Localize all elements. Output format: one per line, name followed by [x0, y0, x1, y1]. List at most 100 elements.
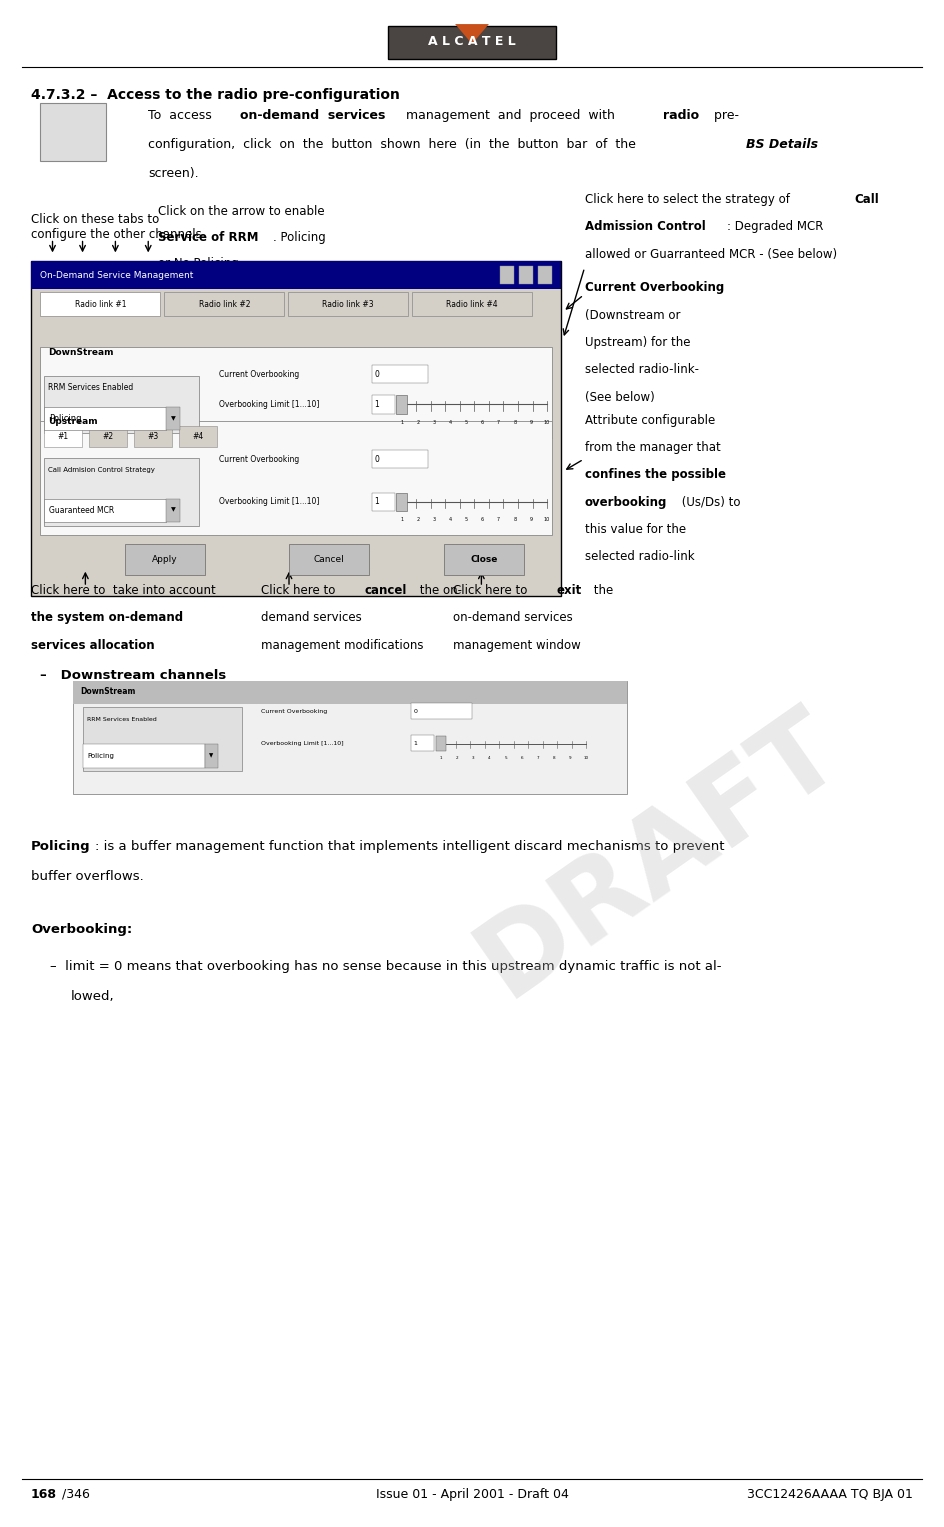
- Text: management  and  proceed  with: management and proceed with: [397, 110, 623, 122]
- Text: DownStream: DownStream: [80, 687, 136, 696]
- Text: pre-: pre-: [706, 110, 738, 122]
- Text: (Downstream or: (Downstream or: [584, 308, 680, 322]
- Text: 1: 1: [413, 741, 417, 747]
- Text: the on-: the on-: [415, 583, 462, 597]
- FancyBboxPatch shape: [538, 266, 551, 284]
- Text: the: the: [590, 583, 614, 597]
- Text: Upstream: Upstream: [48, 417, 97, 426]
- Text: : Degraded MCR: : Degraded MCR: [727, 220, 823, 234]
- Text: Overbooking Limit [1...10]: Overbooking Limit [1...10]: [261, 741, 344, 747]
- FancyBboxPatch shape: [82, 744, 205, 768]
- Text: Click here to select the strategy of: Click here to select the strategy of: [584, 192, 793, 206]
- Text: 5: 5: [464, 420, 468, 425]
- Text: Call: Call: [854, 192, 879, 206]
- FancyBboxPatch shape: [166, 408, 180, 431]
- Text: 8: 8: [514, 420, 516, 425]
- FancyBboxPatch shape: [166, 499, 180, 522]
- Text: lowed,: lowed,: [71, 989, 114, 1003]
- Text: ▼: ▼: [209, 753, 213, 759]
- Text: BS Details: BS Details: [746, 137, 818, 151]
- Polygon shape: [455, 24, 489, 44]
- Text: 2: 2: [456, 756, 459, 760]
- Text: Click here to  take into account: Click here to take into account: [31, 583, 215, 597]
- FancyBboxPatch shape: [288, 292, 408, 316]
- Text: 0: 0: [375, 370, 379, 379]
- Text: 10: 10: [544, 518, 550, 522]
- Text: Click on the arrow to enable: Click on the arrow to enable: [158, 205, 324, 234]
- Text: management window: management window: [453, 638, 581, 652]
- Text: Click on these tabs to
configure the other channels: Click on these tabs to configure the oth…: [31, 212, 202, 241]
- Text: ▼: ▼: [171, 507, 176, 513]
- FancyBboxPatch shape: [444, 545, 524, 574]
- Text: 1: 1: [400, 420, 403, 425]
- Text: . Policing: . Policing: [273, 231, 326, 244]
- Text: management modifications: management modifications: [261, 638, 423, 652]
- FancyBboxPatch shape: [500, 266, 514, 284]
- Text: RRM Services Enabled: RRM Services Enabled: [87, 716, 157, 722]
- Text: services allocation: services allocation: [31, 638, 155, 652]
- Text: (Us/Ds) to: (Us/Ds) to: [678, 496, 740, 508]
- Text: RRM Services Enabled: RRM Services Enabled: [48, 383, 133, 392]
- Text: Radio link #4: Radio link #4: [447, 299, 497, 308]
- FancyBboxPatch shape: [44, 376, 199, 434]
- Text: 7: 7: [537, 756, 539, 760]
- FancyBboxPatch shape: [411, 702, 472, 719]
- Text: cancel: cancel: [364, 583, 407, 597]
- Text: DRAFT: DRAFT: [459, 692, 861, 1019]
- FancyBboxPatch shape: [44, 426, 81, 447]
- FancyBboxPatch shape: [89, 426, 126, 447]
- Text: 9: 9: [530, 420, 532, 425]
- FancyBboxPatch shape: [82, 707, 242, 771]
- Text: 1: 1: [375, 498, 379, 507]
- Text: 4.7.3.2 –  Access to the radio pre-configuration: 4.7.3.2 – Access to the radio pre-config…: [31, 89, 400, 102]
- Text: #1: #1: [58, 432, 68, 441]
- Text: 6: 6: [480, 420, 484, 425]
- Text: 6: 6: [520, 756, 523, 760]
- FancyBboxPatch shape: [396, 395, 407, 414]
- Text: 4: 4: [448, 518, 451, 522]
- FancyBboxPatch shape: [396, 493, 407, 512]
- Text: 3CC12426AAAA TQ BJA 01: 3CC12426AAAA TQ BJA 01: [748, 1487, 913, 1501]
- Text: #2: #2: [102, 432, 113, 441]
- Text: 3: 3: [432, 518, 435, 522]
- Text: 5: 5: [464, 518, 468, 522]
- Text: configuration,  click  on  the  button  shown  here  (in  the  button  bar  of  : configuration, click on the button shown…: [148, 137, 644, 151]
- FancyBboxPatch shape: [41, 347, 551, 438]
- Text: from the manager that: from the manager that: [584, 441, 720, 454]
- Text: Issue 01 - April 2001 - Draft 04: Issue 01 - April 2001 - Draft 04: [376, 1487, 568, 1501]
- FancyBboxPatch shape: [372, 493, 395, 512]
- FancyBboxPatch shape: [74, 681, 627, 704]
- Text: Apply: Apply: [152, 556, 177, 563]
- Text: screen).: screen).: [148, 166, 199, 180]
- FancyBboxPatch shape: [519, 266, 533, 284]
- Text: Policing: Policing: [31, 840, 91, 852]
- FancyBboxPatch shape: [179, 426, 217, 447]
- Text: demand services: demand services: [261, 611, 362, 625]
- Text: 10: 10: [584, 756, 589, 760]
- Text: radio: radio: [663, 110, 699, 122]
- Text: –   Downstream channels: – Downstream channels: [41, 669, 227, 683]
- Text: Current Overbooking: Current Overbooking: [219, 370, 299, 379]
- FancyBboxPatch shape: [436, 736, 446, 751]
- Text: Policing: Policing: [49, 414, 81, 423]
- FancyBboxPatch shape: [412, 292, 532, 316]
- Text: this value for the: this value for the: [584, 524, 685, 536]
- Text: 2: 2: [416, 420, 419, 425]
- Text: Guaranteed MCR: Guaranteed MCR: [49, 505, 114, 515]
- Text: 1: 1: [400, 518, 403, 522]
- FancyBboxPatch shape: [44, 458, 199, 527]
- Text: On-Demand Service Management: On-Demand Service Management: [41, 270, 194, 279]
- Text: on-demand  services: on-demand services: [240, 110, 385, 122]
- Text: Close: Close: [470, 556, 497, 563]
- FancyBboxPatch shape: [31, 261, 561, 289]
- Text: ▼: ▼: [171, 417, 176, 421]
- FancyBboxPatch shape: [388, 26, 556, 60]
- Text: Admission Control: Admission Control: [584, 220, 705, 234]
- Text: the system on-demand: the system on-demand: [31, 611, 183, 625]
- Text: Current Overbooking: Current Overbooking: [219, 455, 299, 464]
- Text: 8: 8: [514, 518, 516, 522]
- FancyBboxPatch shape: [372, 450, 428, 469]
- FancyBboxPatch shape: [44, 408, 166, 431]
- Text: Click here to: Click here to: [261, 583, 339, 597]
- Text: Radio link #2: Radio link #2: [198, 299, 250, 308]
